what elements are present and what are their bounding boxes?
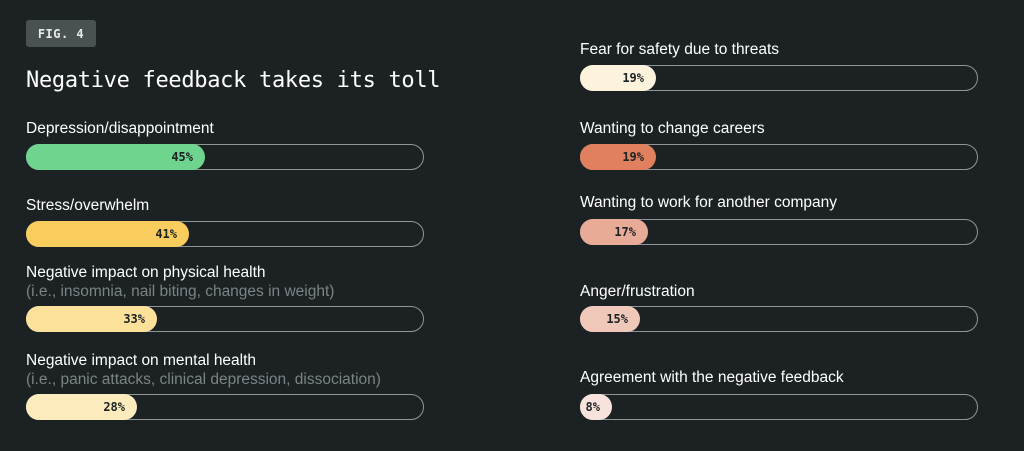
bar-label-4: Fear for safety due to threats bbox=[580, 40, 980, 59]
bar-track: 8% bbox=[580, 394, 978, 420]
bar-fill: 28% bbox=[26, 394, 137, 420]
bar-track: 28% bbox=[26, 394, 424, 420]
bar-track: 15% bbox=[580, 306, 978, 332]
bar-value-label: 28% bbox=[103, 400, 125, 414]
bar-value-label: 15% bbox=[606, 312, 628, 326]
bar-track: 41% bbox=[26, 221, 424, 247]
bar-fill: 45% bbox=[26, 144, 205, 170]
bar-track: 45% bbox=[26, 144, 424, 170]
bar-track: 33% bbox=[26, 306, 424, 332]
category-label: Depression/disappointment bbox=[26, 120, 214, 137]
figure-label-badge: FIG. 4 bbox=[26, 20, 96, 47]
bar-label-1: Stress/overwhelm bbox=[26, 196, 426, 215]
category-label: Anger/frustration bbox=[580, 283, 695, 300]
category-label: Wanting to work for another company bbox=[580, 194, 838, 211]
bar-fill: 15% bbox=[580, 306, 640, 332]
bar-value-label: 19% bbox=[622, 71, 644, 85]
bar-track: 17% bbox=[580, 219, 978, 245]
bar-label-8: Agreement with the negative feedback bbox=[580, 368, 980, 387]
category-sublabel: (i.e., insomnia, nail biting, changes in… bbox=[26, 283, 335, 300]
category-label: Fear for safety due to threats bbox=[580, 41, 780, 58]
category-label: Wanting to change careers bbox=[580, 120, 765, 137]
category-sublabel: (i.e., panic attacks, clinical depressio… bbox=[26, 371, 381, 388]
bar-track: 19% bbox=[580, 144, 978, 170]
bar-value-label: 41% bbox=[155, 227, 177, 241]
bar-value-label: 33% bbox=[123, 312, 145, 326]
bar-fill: 8% bbox=[580, 394, 612, 420]
bar-label-0: Depression/disappointment bbox=[26, 119, 426, 138]
bar-fill: 19% bbox=[580, 65, 656, 91]
bar-fill: 33% bbox=[26, 306, 157, 332]
category-label: Negative impact on physical health bbox=[26, 264, 266, 281]
bar-fill: 17% bbox=[580, 219, 648, 245]
bar-label-7: Anger/frustration bbox=[580, 282, 980, 301]
category-label: Negative impact on mental health bbox=[26, 352, 257, 369]
bar-label-6: Wanting to work for another company bbox=[580, 193, 980, 212]
bar-fill: 19% bbox=[580, 144, 656, 170]
bar-value-label: 17% bbox=[614, 225, 636, 239]
bar-track: 19% bbox=[580, 65, 978, 91]
category-label: Agreement with the negative feedback bbox=[580, 369, 844, 386]
chart-title: Negative feedback takes its toll bbox=[26, 68, 441, 93]
bar-label-2: Negative impact on physical health (i.e.,… bbox=[26, 263, 426, 301]
bar-value-label: 19% bbox=[622, 150, 644, 164]
category-label: Stress/overwhelm bbox=[26, 197, 150, 214]
bar-value-label: 45% bbox=[171, 150, 193, 164]
bar-label-3: Negative impact on mental health (i.e., p… bbox=[26, 351, 426, 389]
bar-value-label: 8% bbox=[585, 400, 600, 414]
bar-label-5: Wanting to change careers bbox=[580, 119, 980, 138]
bar-fill: 41% bbox=[26, 221, 189, 247]
